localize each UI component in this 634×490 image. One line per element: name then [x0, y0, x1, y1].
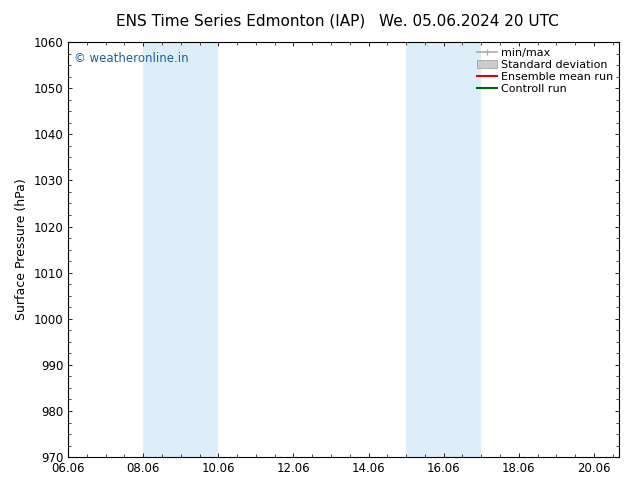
Text: We. 05.06.2024 20 UTC: We. 05.06.2024 20 UTC [379, 14, 559, 29]
Text: © weatheronline.in: © weatheronline.in [74, 52, 188, 66]
Bar [406, 42, 481, 457]
Legend: min/max, Standard deviation, Ensemble mean run, Controll run: min/max, Standard deviation, Ensemble me… [477, 48, 614, 94]
Text: ENS Time Series Edmonton (IAP): ENS Time Series Edmonton (IAP) [116, 14, 366, 29]
Y-axis label: Surface Pressure (hPa): Surface Pressure (hPa) [15, 179, 28, 320]
Bar [143, 42, 218, 457]
